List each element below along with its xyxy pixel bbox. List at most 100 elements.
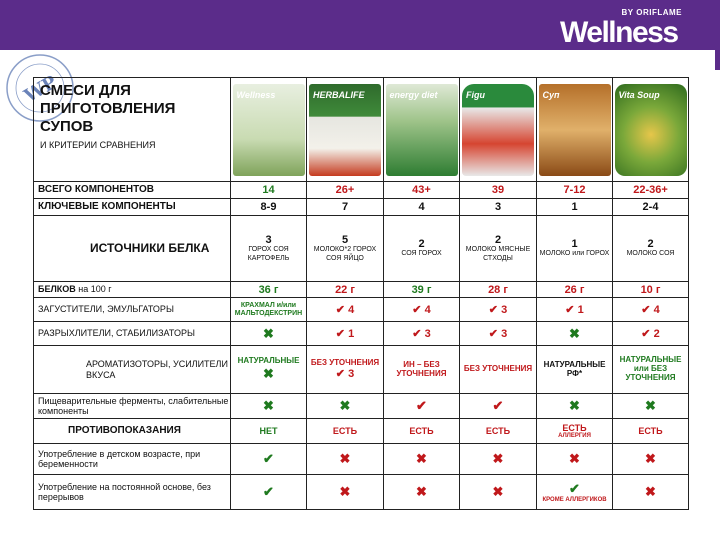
enzymes-2: ✖ <box>306 393 384 419</box>
thickeners-3: ✔ 4 <box>383 297 460 322</box>
contra-2: ЕСТЬ <box>306 418 384 444</box>
product-5-pack-text: Суп <box>542 89 560 100</box>
protein-src-1: 3 ГОРОХ СОЯ КАРТОФЕЛЬ <box>230 215 307 282</box>
flavors-3: ИН – БЕЗ УТОЧНЕНИЯ <box>383 345 460 394</box>
comparison-table: СМЕСИ ДЛЯ ПРИГОТОВЛЕНИЯ СУПОВ И КРИТЕРИИ… <box>33 77 689 510</box>
product-image-5: Суп <box>538 83 611 176</box>
header-bar <box>0 0 720 50</box>
key-5: 1 <box>536 198 613 216</box>
enzymes-1: ✖ <box>230 393 307 419</box>
table-row: КЛЮЧЕВЫЕ КОМПОНЕНТЫ 8-9 7 4 3 1 2-4 <box>33 198 689 216</box>
children-4: ✖ <box>459 443 537 475</box>
protein-3: 39 г <box>383 281 460 298</box>
enzymes-3: ✔ <box>383 393 460 419</box>
thickeners-5: ✔ 1 <box>536 297 613 322</box>
product-image-6: Vita Soup <box>614 83 687 176</box>
permanent-5-note: КРОМЕ АЛЛЕРГИКОВ <box>542 496 607 503</box>
protein-src-4: 2 МОЛОКО МЯСНЫЕ СТХОДЫ <box>459 215 537 282</box>
product-1-pack-text: Wellness <box>236 89 276 100</box>
thickeners-2: ✔ 4 <box>306 297 384 322</box>
page-title: СМЕСИ ДЛЯ ПРИГОТОВЛЕНИЯ СУПОВ <box>40 82 176 135</box>
row-label-enzymes: Пищеварительные ферменты, слабительные к… <box>33 393 231 419</box>
flavors-6: НАТУРАЛЬНЫЕ или БЕЗ УТОЧНЕНИЯ <box>612 345 689 394</box>
protein-src-count-5: 1 <box>571 238 578 251</box>
row-label-key: КЛЮЧЕВЫЕ КОМПОНЕНТЫ <box>33 198 231 216</box>
protein-src-detail-4: МОЛОКО МЯСНЫЕ СТХОДЫ <box>465 245 531 262</box>
logo-wellness: Wellness <box>560 16 679 49</box>
children-2: ✖ <box>306 443 384 475</box>
row-label-flavors: АРОМАТИЗОТОРЫ, УСИЛИТЕЛИ ВКУСА <box>33 345 231 394</box>
contra-4: ЕСТЬ <box>459 418 537 444</box>
key-1: 8-9 <box>230 198 307 216</box>
stabilizers-1: ✖ <box>230 321 307 346</box>
table-row: Пищеварительные ферменты, слабительные к… <box>33 393 689 419</box>
children-5: ✖ <box>536 443 613 475</box>
protein-src-detail-6: МОЛОКО СОЯ <box>626 250 675 258</box>
product-1-cell: Wellness <box>230 77 307 182</box>
flavors-2-mark: ✔ 3 <box>335 368 355 381</box>
contra-5-value: ЕСТЬ <box>562 422 587 433</box>
total-6: 22-36+ <box>612 181 689 199</box>
permanent-5: ✔ КРОМЕ АЛЛЕРГИКОВ <box>536 474 613 510</box>
protein-src-count-6: 2 <box>647 238 654 251</box>
row-label-protein-sources: ИСТОЧНИКИ БЕЛКА <box>33 215 231 282</box>
flavors-2: БЕЗ УТОЧНЕНИЯ ✔ 3 <box>306 345 384 394</box>
logo-by-oriflame: BY ORIFLAME <box>621 8 682 17</box>
product-image-3: energy diet <box>385 83 458 176</box>
enzymes-5: ✖ <box>536 393 613 419</box>
contra-5: ЕСТЬ АЛЛЕРГИЯ <box>536 418 613 444</box>
key-6: 2-4 <box>612 198 689 216</box>
table-row: РАЗРЫХЛИТЕЛИ, СТАБИЛИЗАТОРЫ ✖ ✔ 1 ✔ 3 ✔ … <box>33 321 689 346</box>
table-row: ВСЕГО КОМПОНЕНТОВ 14 26+ 43+ 39 7-12 22-… <box>33 181 689 199</box>
stabilizers-5: ✖ <box>536 321 613 346</box>
contra-5-note: АЛЛЕРГИЯ <box>558 432 591 439</box>
total-5: 7-12 <box>536 181 613 199</box>
product-6-cell: Vita Soup <box>612 77 689 182</box>
table-row: ПРОТИВОПОКАЗАНИЯ НЕТ ЕСТЬ ЕСТЬ ЕСТЬ ЕСТЬ… <box>33 418 689 444</box>
page-subtitle: И КРИТЕРИИ СРАВНЕНИЯ <box>40 140 156 150</box>
row-label-children: Употребление в детском возрасте, при бер… <box>33 443 231 475</box>
product-2-pack-text: HERBALIFE <box>313 89 365 100</box>
key-3: 4 <box>383 198 460 216</box>
product-image-1: Wellness <box>232 83 305 176</box>
key-2: 7 <box>306 198 384 216</box>
key-4: 3 <box>459 198 537 216</box>
stabilizers-2: ✔ 1 <box>306 321 384 346</box>
product-image-4: Figu <box>462 83 534 176</box>
protein-src-detail-5: МОЛОКО или ГОРОХ <box>539 250 610 258</box>
product-4-cell: Figu <box>459 77 537 182</box>
protein-2: 22 г <box>306 281 384 298</box>
contra-3: ЕСТЬ <box>383 418 460 444</box>
protein-src-detail-2: МОЛОКО*2 ГОРОХ СОЯ ЯЙЦО <box>313 245 377 262</box>
enzymes-6: ✖ <box>612 393 689 419</box>
permanent-1: ✔ <box>230 474 307 510</box>
product-5-cell: Суп <box>536 77 613 182</box>
protein-label-bold: БЕЛКОВ <box>38 284 76 295</box>
table-row-header: СМЕСИ ДЛЯ ПРИГОТОВЛЕНИЯ СУПОВ И КРИТЕРИИ… <box>33 77 689 182</box>
protein-4: 28 г <box>459 281 537 298</box>
total-4: 39 <box>459 181 537 199</box>
flavors-1: НАТУРАЛЬНЫЕ ✖ <box>230 345 307 394</box>
row-label-stabilizers: РАЗРЫХЛИТЕЛИ, СТАБИЛИЗАТОРЫ <box>33 321 231 346</box>
protein-6: 10 г <box>612 281 689 298</box>
protein-src-count-3: 2 <box>418 238 425 251</box>
contra-6: ЕСТЬ <box>612 418 689 444</box>
permanent-3: ✖ <box>383 474 460 510</box>
product-2-cell: HERBALIFE <box>306 77 384 182</box>
total-1: 14 <box>230 181 307 199</box>
stabilizers-4: ✔ 3 <box>459 321 537 346</box>
protein-src-5: 1 МОЛОКО или ГОРОХ <box>536 215 613 282</box>
flavors-1-mark: ✖ <box>263 365 274 381</box>
table-row: АРОМАТИЗОТОРЫ, УСИЛИТЕЛИ ВКУСА НАТУРАЛЬН… <box>33 345 689 394</box>
table-row: Употребление на постоянной основе, без п… <box>33 474 689 510</box>
children-3: ✖ <box>383 443 460 475</box>
product-3-cell: energy diet <box>383 77 460 182</box>
flavors-5: НАТУРАЛЬНЫЕ РФ* <box>536 345 613 394</box>
row-label-contra: ПРОТИВОПОКАЗАНИЯ <box>33 418 231 444</box>
header-side-strip <box>715 50 720 70</box>
thickeners-6: ✔ 4 <box>612 297 689 322</box>
children-1: ✔ <box>230 443 307 475</box>
row-label-permanent: Употребление на постоянной основе, без п… <box>33 474 231 510</box>
table-row: ИСТОЧНИКИ БЕЛКА 3 ГОРОХ СОЯ КАРТОФЕЛЬ 5 МО… <box>33 215 689 282</box>
protein-src-2: 5 МОЛОКО*2 ГОРОХ СОЯ ЯЙЦО <box>306 215 384 282</box>
